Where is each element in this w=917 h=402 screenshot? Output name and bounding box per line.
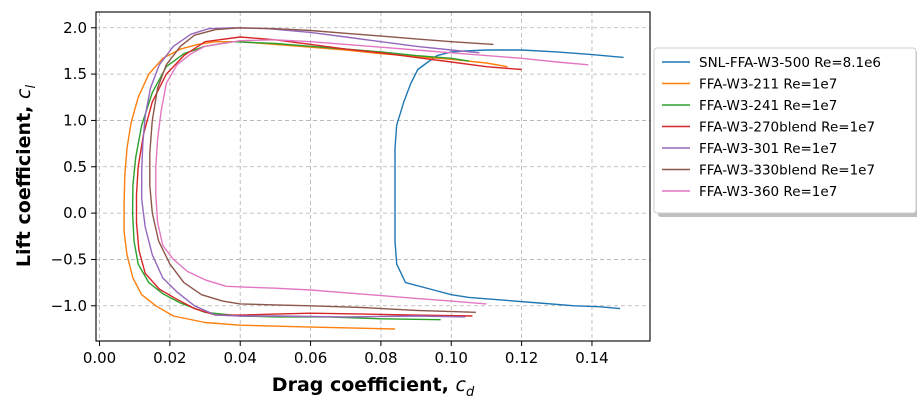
- legend-label: FFA-W3-330blend Re=1e7: [699, 163, 875, 179]
- x-tick-label: 0.10: [435, 349, 468, 367]
- legend-label: FFA-W3-301 Re=1e7: [699, 141, 837, 157]
- x-axis-label: Drag coefficient, cd: [272, 374, 475, 400]
- series-lines: [123, 27, 624, 330]
- series-line: [131, 41, 470, 321]
- series-line: [149, 27, 494, 313]
- series-line: [135, 36, 522, 317]
- y-tick-label: 1.0: [63, 111, 87, 129]
- y-tick-label: 0.0: [63, 204, 87, 222]
- y-tick-label: 0.5: [63, 158, 87, 176]
- plot-frame: [95, 11, 651, 342]
- x-tick-label: 0.02: [153, 349, 186, 367]
- y-axis-ticks: −1.0 −0.5 0.0 0.5 1.0 1.5 2.0: [51, 19, 96, 315]
- series-line: [394, 49, 624, 310]
- y-axis-label: Lift coefficient, cl: [13, 85, 39, 268]
- legend: SNL-FFA-W3-500 Re=8.1e6 FFA-W3-211 Re=1e7…: [653, 47, 917, 217]
- y-tick-label: −0.5: [51, 250, 87, 268]
- series-line: [155, 39, 589, 305]
- legend-label: FFA-W3-241 Re=1e7: [699, 98, 837, 114]
- legend-label: FFA-W3-360 Re=1e7: [699, 184, 837, 200]
- x-tick-label: 0.14: [575, 349, 608, 367]
- x-tick-label: 0.08: [364, 349, 397, 367]
- x-tick-label: 0.00: [83, 349, 116, 367]
- series-line: [123, 41, 508, 330]
- series-line: [140, 27, 480, 318]
- legend-box: [653, 47, 917, 214]
- legend-label: FFA-W3-270blend Re=1e7: [699, 120, 875, 136]
- legend-label: SNL-FFA-W3-500 Re=8.1e6: [699, 55, 881, 71]
- x-tick-label: 0.04: [224, 349, 257, 367]
- x-tick-label: 0.06: [294, 349, 327, 367]
- y-tick-label: 1.5: [63, 65, 87, 83]
- y-tick-label: 2.0: [63, 19, 87, 37]
- y-tick-label: −1.0: [51, 297, 87, 315]
- x-tick-label: 0.12: [505, 349, 538, 367]
- legend-label: FFA-W3-211 Re=1e7: [699, 77, 837, 93]
- x-axis-ticks: 0.00 0.02 0.04 0.06 0.08 0.10 0.12 0.14: [83, 341, 609, 367]
